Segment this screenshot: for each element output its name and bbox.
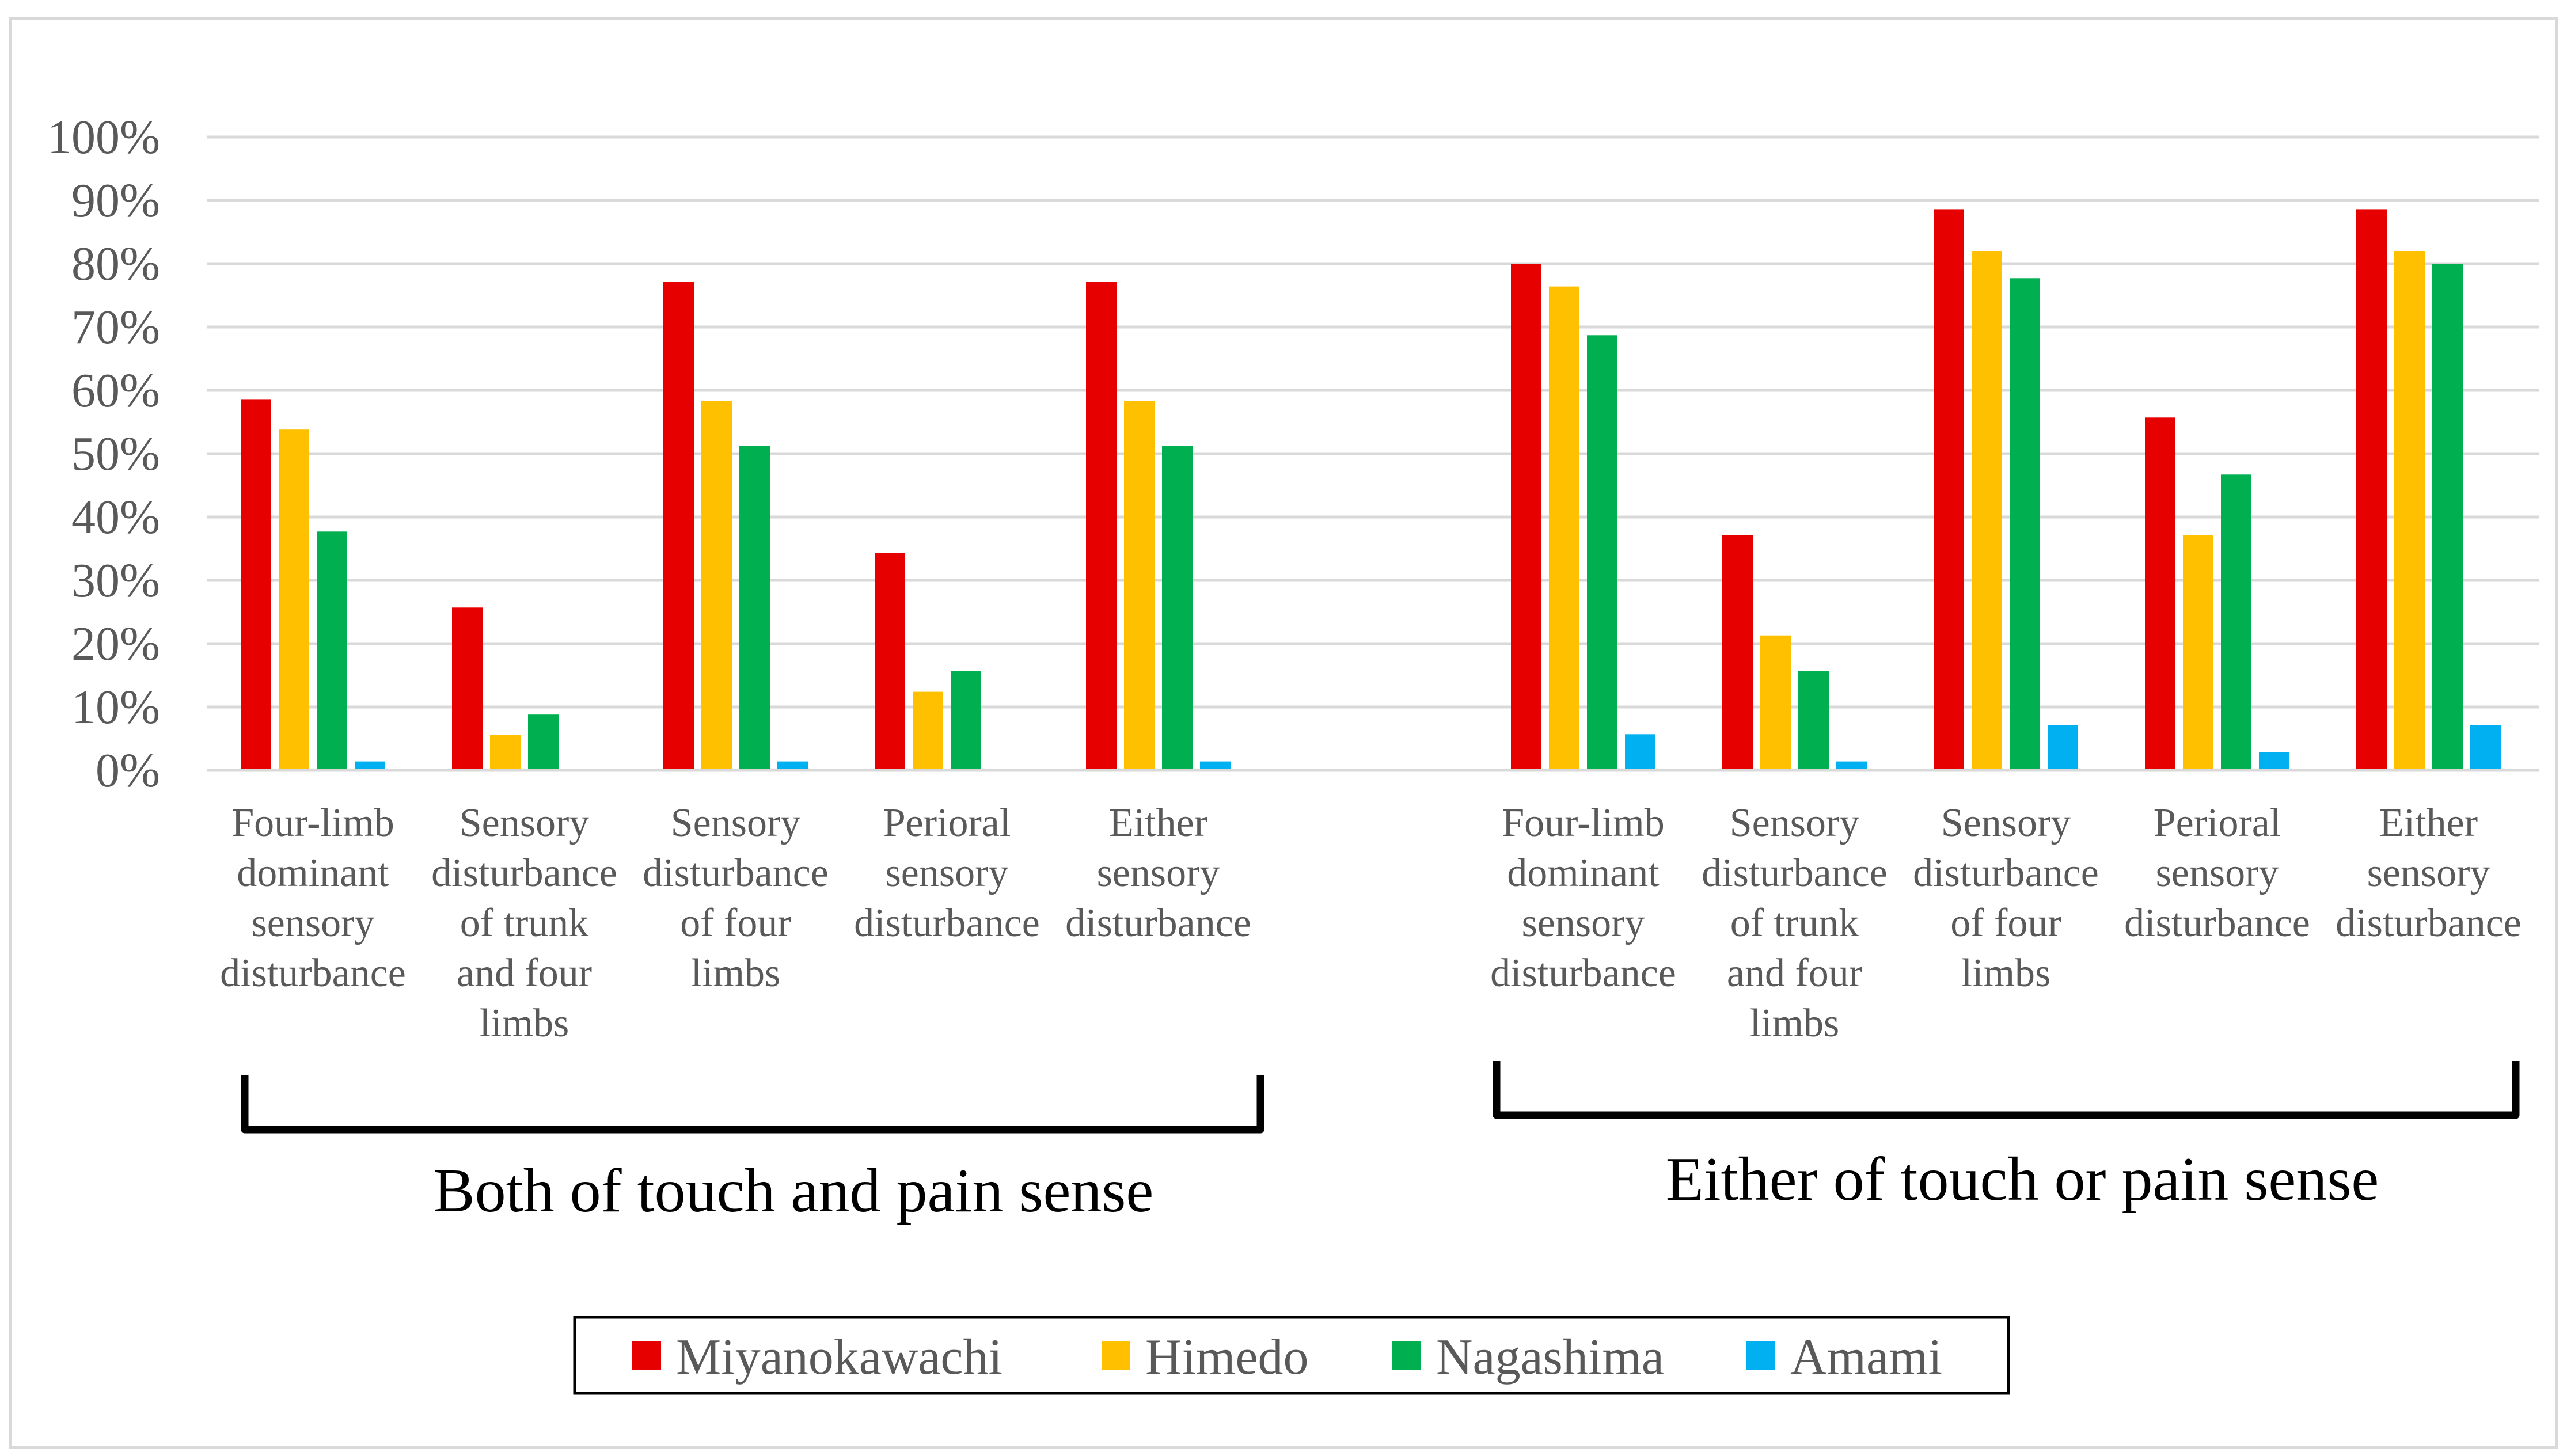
bar-miyanokawachi [2356,209,2387,770]
bar-amami [2470,725,2501,770]
bar-himedo [913,691,943,770]
group-labels: Both of touch and pain sense Either of to… [434,1145,2379,1225]
bar-himedo [1760,635,1791,770]
y-tick-label: 70% [71,301,160,354]
bar-miyanokawachi [663,282,694,770]
y-tick-label: 10% [71,681,160,734]
bar-amami [355,761,385,770]
bars [241,209,2501,771]
category-label: Sensory disturbance of four limbs [643,801,829,995]
y-tick-label: 80% [71,237,160,291]
y-axis-tick-labels: 0% 10% 20% 30% 40% 50% 60% 70% 80% 90% 100% [47,111,160,797]
group-bracket [1493,1061,2520,1119]
bar-himedo [1549,286,1579,771]
legend-swatch-himedo [1102,1341,1130,1370]
bar-amami [777,761,808,770]
legend-label-nagashima: Nagashima [1436,1329,1664,1385]
chart-frame [9,17,2558,1449]
y-tick-label: 60% [71,364,160,417]
bar-amami [1200,761,1231,770]
group-bracket [241,1075,1264,1134]
bar-nagashima [951,671,981,770]
category-label: Sensory disturbance of four limbs [1913,801,2099,995]
category-label: Four-limb dominant sensory disturbance [1490,801,1676,995]
bar-miyanokawachi [452,607,483,770]
bar-himedo [2183,535,2213,770]
bar-amami [2259,752,2289,770]
legend-label-amami: Amami [1790,1329,1942,1385]
bar-miyanokawachi [1722,535,1753,770]
legend-swatch-miyanokawachi [632,1341,661,1370]
bar-nagashima [2010,278,2040,770]
legend-swatch-amami [1746,1341,1775,1370]
legend: Miyanokawachi Himedo Nagashima Amami [573,1316,2010,1395]
bar-nagashima [2221,474,2251,770]
bar-himedo [1124,401,1155,770]
bar-miyanokawachi [2145,417,2175,770]
bar-miyanokawachi [241,399,271,770]
category-label: Either sensory disturbance [1065,801,1251,945]
category-label: Sensory disturbance of trunk and four limbs [431,801,617,1046]
category-label: Either sensory disturbance [2336,801,2522,945]
bar-amami [2048,725,2078,770]
group-brackets [241,1061,2520,1134]
bar-nagashima [739,446,770,770]
group-label: Both of touch and pain sense [434,1157,1154,1225]
bar-amami [1836,761,1867,770]
y-tick-label: 40% [71,491,160,544]
y-tick-label: 50% [71,427,160,481]
bar-nagashima [1798,671,1829,770]
bar-himedo [701,401,732,770]
bar-amami [1625,734,1655,770]
bar-himedo [2394,251,2425,770]
bar-nagashima [528,714,559,770]
y-tick-label: 0% [96,744,160,797]
category-label: Perioral sensory disturbance [854,801,1040,945]
y-tick-label: 90% [71,174,160,227]
bar-nagashima [1587,335,1617,770]
y-tick-label: 30% [71,554,160,607]
bar-miyanokawachi [1934,209,1964,770]
category-label: Perioral sensory disturbance [2124,801,2310,945]
category-label: Four-limb dominant sensory disturbance [220,801,406,995]
y-tick-label: 100% [47,111,160,164]
legend-label-miyanokawachi: Miyanokawachi [676,1329,1003,1385]
legend-swatch-nagashima [1392,1341,1421,1370]
bar-nagashima [317,531,347,770]
legend-label-himedo: Himedo [1145,1329,1309,1385]
category-labels: Four-limb dominant sensory disturbanceSenso… [220,801,2522,1046]
bar-miyanokawachi [1511,264,1541,770]
bar-himedo [279,429,309,770]
group-label: Either of touch or pain sense [1666,1145,2379,1214]
bar-himedo [490,735,521,770]
y-tick-label: 20% [71,617,160,671]
bar-nagashima [1162,446,1193,770]
bar-himedo [1972,251,2002,770]
bar-nagashima [2432,264,2463,770]
bar-miyanokawachi [1086,282,1117,770]
bar-miyanokawachi [875,553,905,770]
category-label: Sensory disturbance of trunk and four limbs [1702,801,1888,1046]
